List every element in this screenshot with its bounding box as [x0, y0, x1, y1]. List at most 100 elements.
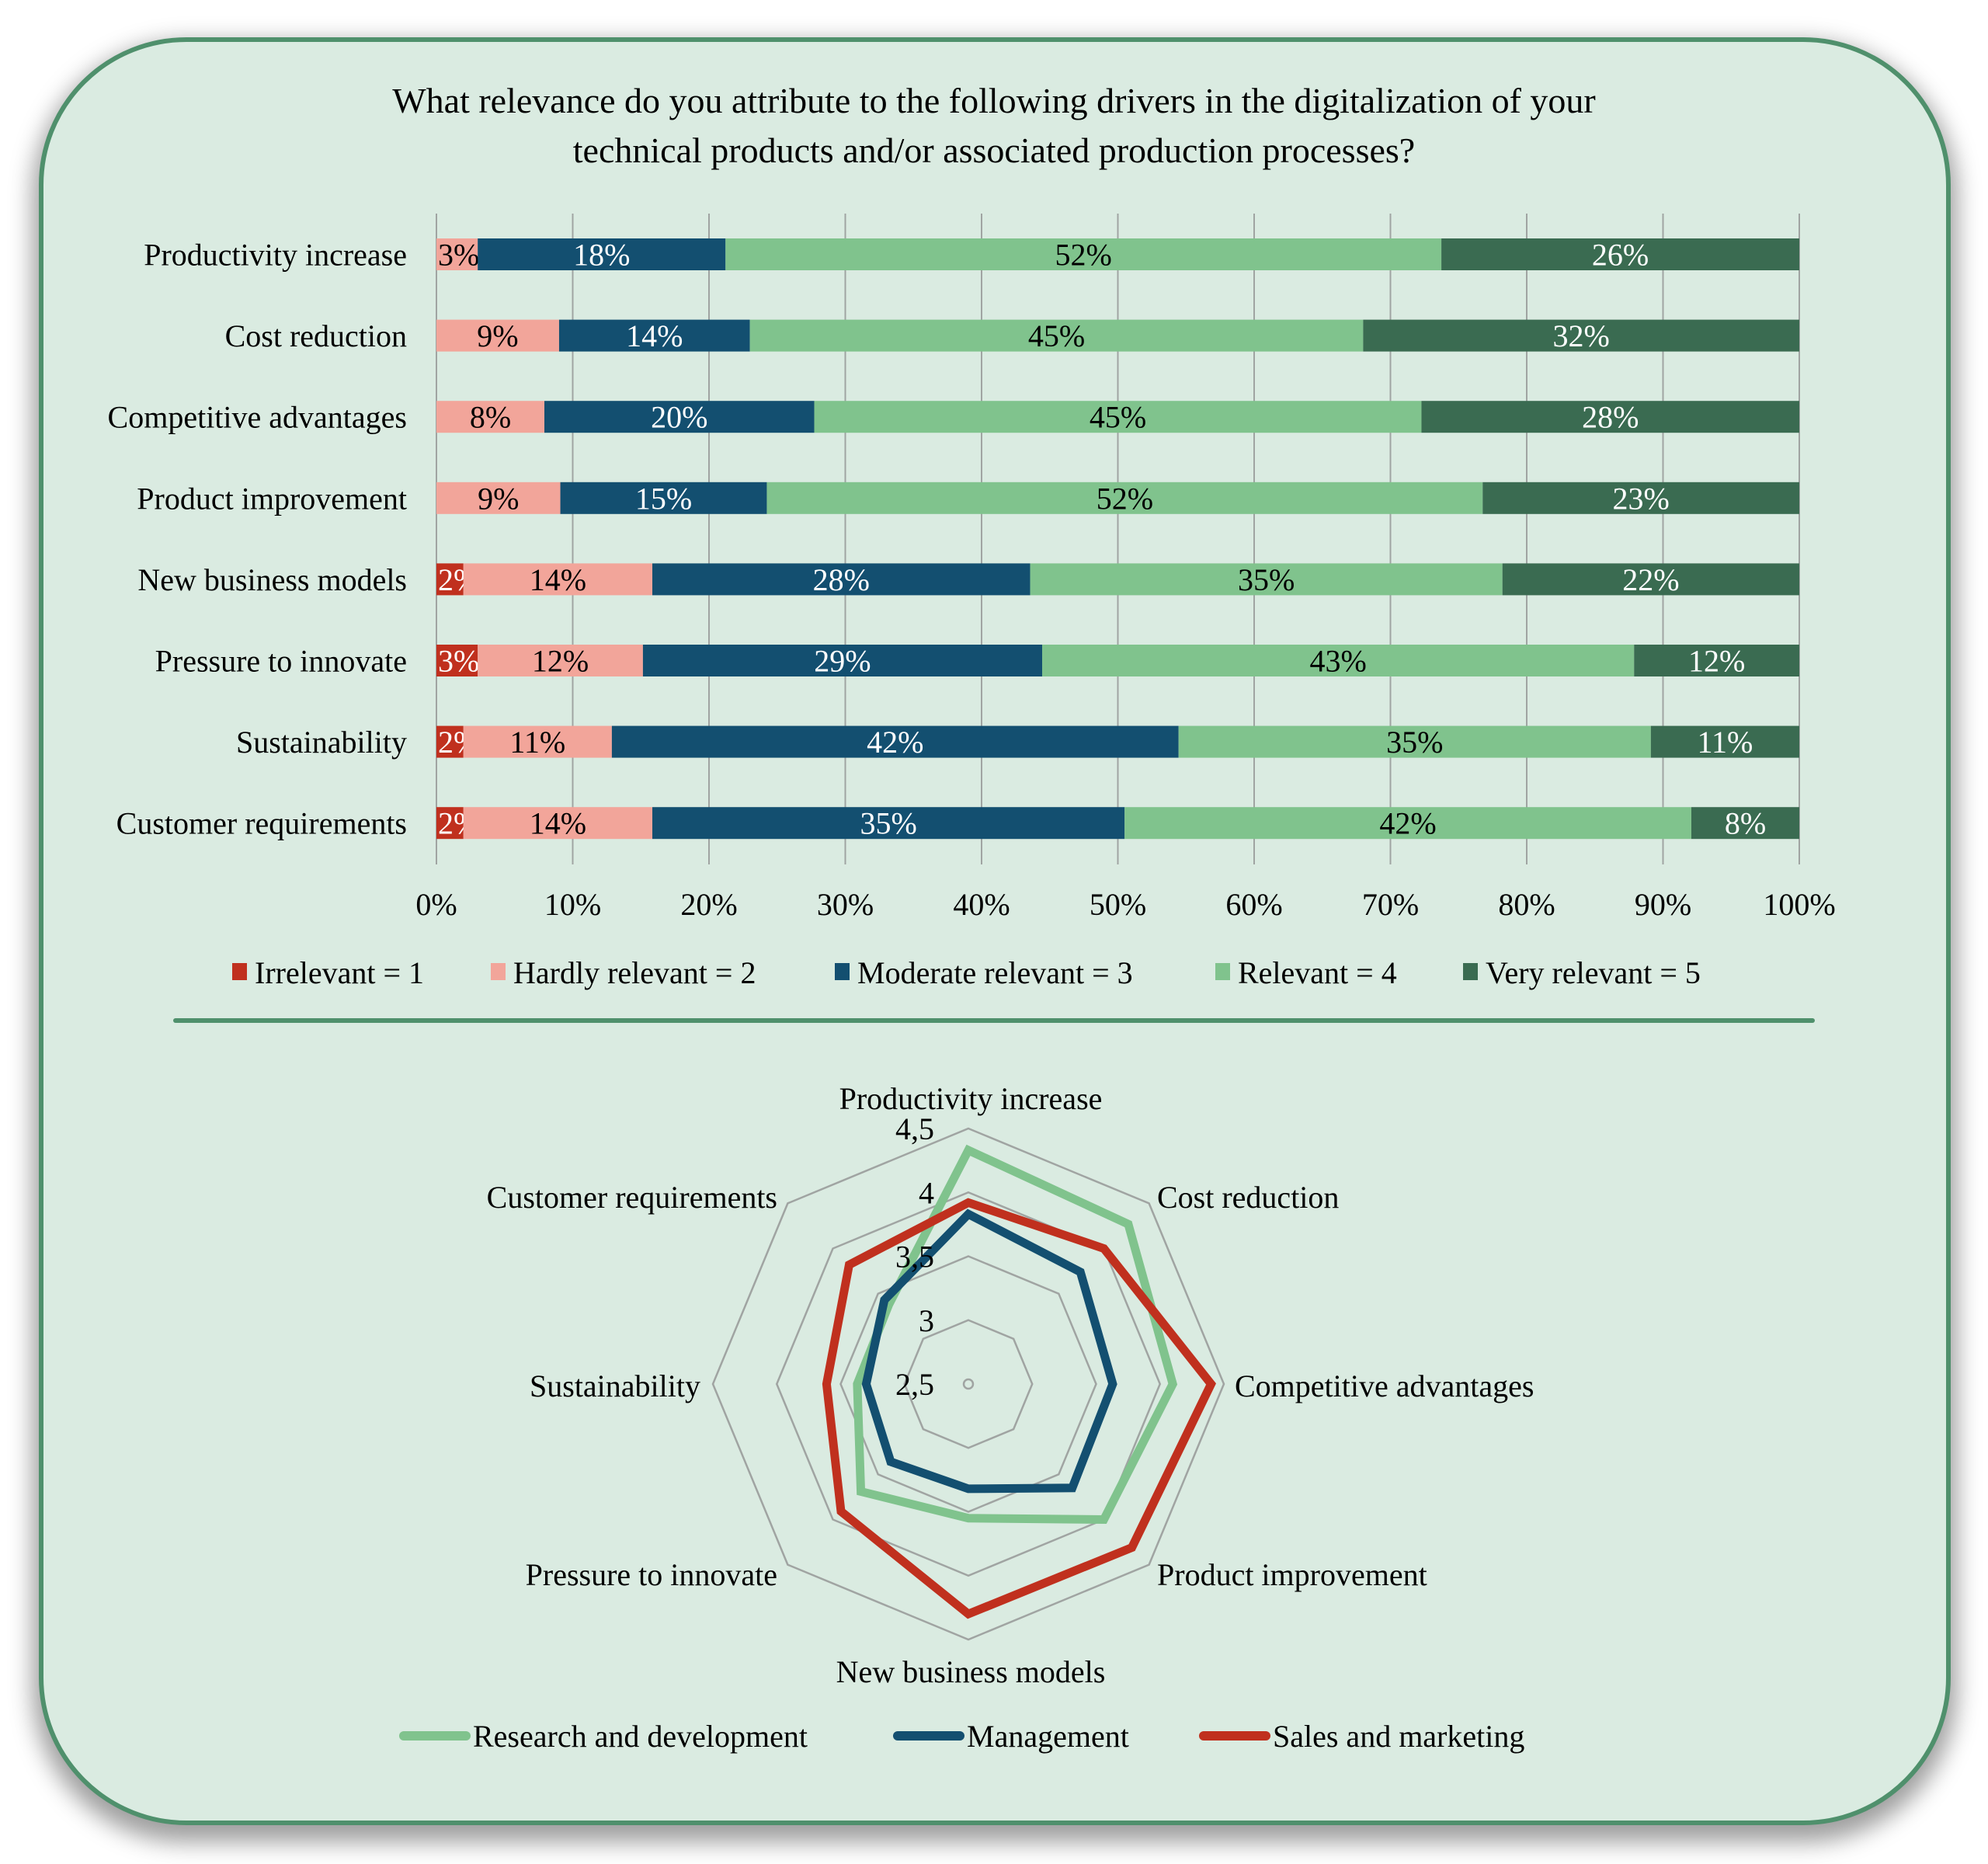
category-label: Pressure to innovate: [155, 644, 407, 679]
category-label: Competitive advantages: [108, 400, 407, 435]
radar-tick-label: 2,5: [895, 1367, 934, 1402]
bar-segment-hardly: [478, 645, 643, 676]
legend-swatch: [232, 963, 247, 980]
data-label: 43%: [1309, 644, 1366, 679]
legend-swatch: [835, 963, 850, 980]
radar-grid-ring: [775, 1191, 1162, 1577]
data-label: 45%: [1028, 318, 1085, 353]
data-label: 9%: [478, 481, 519, 516]
title-line-1: What relevance do you attribute to the f…: [392, 81, 1596, 120]
radar-tick-label: 3,5: [895, 1240, 934, 1275]
radar-legend-label: Sales and marketing: [1273, 1719, 1524, 1754]
category-label: Cost reduction: [225, 318, 407, 353]
data-label: 11%: [509, 725, 565, 760]
bar-segment-irrelevant: [436, 807, 464, 840]
legend-label: Relevant = 4: [1238, 955, 1397, 990]
bar-segment-irrelevant: [436, 725, 464, 758]
data-label: 8%: [1725, 806, 1766, 841]
bar-segment-moderate: [642, 645, 1042, 676]
legend-swatch: [1463, 963, 1478, 980]
bar-segment-hardly: [436, 401, 545, 433]
bar-segment-very: [1634, 645, 1799, 676]
legend-swatch: [1215, 963, 1230, 980]
x-tick-label: 80%: [1498, 887, 1555, 922]
bar-segment-very: [1421, 401, 1799, 433]
data-label: 35%: [860, 806, 916, 841]
bar-segment-relevant: [1030, 563, 1503, 596]
legend-label: Very relevant = 5: [1486, 955, 1701, 990]
data-label: 22%: [1622, 562, 1679, 597]
radar-grid-ring: [711, 1127, 1225, 1641]
data-label: 14%: [530, 562, 586, 597]
radar-category-label: Customer requirements: [487, 1180, 777, 1215]
bar-segment-very: [1441, 238, 1799, 270]
x-tick-label: 20%: [680, 887, 737, 922]
radar-category-label: Sustainability: [530, 1368, 700, 1403]
radar-series-sales: [822, 1198, 1217, 1619]
bar-segment-moderate: [560, 482, 767, 514]
data-label: 35%: [1386, 725, 1443, 760]
radar-category-label: Competitive advantages: [1235, 1368, 1534, 1403]
bar-segment-relevant: [1042, 645, 1635, 676]
bar-segment-relevant: [1124, 807, 1691, 840]
data-label: 3%: [438, 238, 479, 273]
data-label: 14%: [626, 318, 683, 353]
bar-segment-relevant: [766, 482, 1483, 514]
bar-segment-relevant: [749, 319, 1364, 352]
radar-tick-label: 4,5: [895, 1111, 934, 1146]
bar-segment-hardly: [463, 563, 653, 596]
bar-segment-very: [1691, 807, 1799, 840]
x-tick-label: 60%: [1225, 887, 1282, 922]
x-tick-label: 70%: [1362, 887, 1419, 922]
data-label: 45%: [1090, 400, 1146, 435]
x-tick-label: 40%: [953, 887, 1010, 922]
bar-segment-moderate: [611, 725, 1179, 758]
data-label: 8%: [470, 400, 511, 435]
data-label: 3%: [438, 644, 479, 679]
legend-swatch: [491, 963, 506, 980]
data-label: 12%: [1688, 644, 1745, 679]
radar-category-label: Cost reduction: [1157, 1180, 1339, 1215]
bar-segment-moderate: [558, 319, 750, 352]
data-label: 15%: [635, 481, 692, 516]
legend-label: Irrelevant = 1: [255, 955, 424, 990]
radar-category-label: Pressure to innovate: [526, 1557, 777, 1592]
radar-legend-label: Management: [967, 1719, 1129, 1754]
bar-segment-irrelevant: [436, 563, 464, 596]
data-label: 35%: [1238, 562, 1295, 597]
radar-grid-ring: [839, 1255, 1097, 1513]
data-label: 14%: [530, 806, 586, 841]
legend-label: Hardly relevant = 2: [513, 955, 756, 990]
category-label: Customer requirements: [116, 806, 407, 841]
bar-segment-moderate: [478, 238, 726, 270]
data-label: 28%: [1582, 400, 1639, 435]
data-label: 18%: [573, 238, 630, 273]
x-tick-label: 10%: [544, 887, 601, 922]
data-label: 28%: [813, 562, 870, 597]
bar-segment-hardly: [436, 238, 478, 270]
data-label: 12%: [532, 644, 589, 679]
x-tick-label: 30%: [817, 887, 874, 922]
data-label: 11%: [1698, 725, 1753, 760]
x-tick-label: 90%: [1635, 887, 1691, 922]
bar-segment-irrelevant: [436, 645, 478, 676]
bar-segment-moderate: [544, 401, 815, 433]
category-label: Productivity increase: [144, 238, 407, 273]
radar-category-label: Product improvement: [1157, 1557, 1427, 1592]
bar-segment-hardly: [436, 319, 559, 352]
radar-center-ring: [962, 1378, 975, 1390]
radar-legend-label: Research and development: [473, 1719, 808, 1754]
data-label: 42%: [1379, 806, 1436, 841]
legend-label: Moderate relevant = 3: [857, 955, 1133, 990]
category-label: Product improvement: [137, 481, 407, 516]
radar-series-management: [861, 1208, 1117, 1494]
bar-segment-very: [1650, 725, 1799, 758]
x-tick-label: 50%: [1090, 887, 1146, 922]
bar-segment-relevant: [725, 238, 1442, 270]
data-label: 26%: [1592, 238, 1649, 273]
data-label: 52%: [1055, 238, 1112, 273]
data-label: 32%: [1553, 318, 1610, 353]
chart-title: What relevance do you attribute to the f…: [0, 76, 1988, 176]
